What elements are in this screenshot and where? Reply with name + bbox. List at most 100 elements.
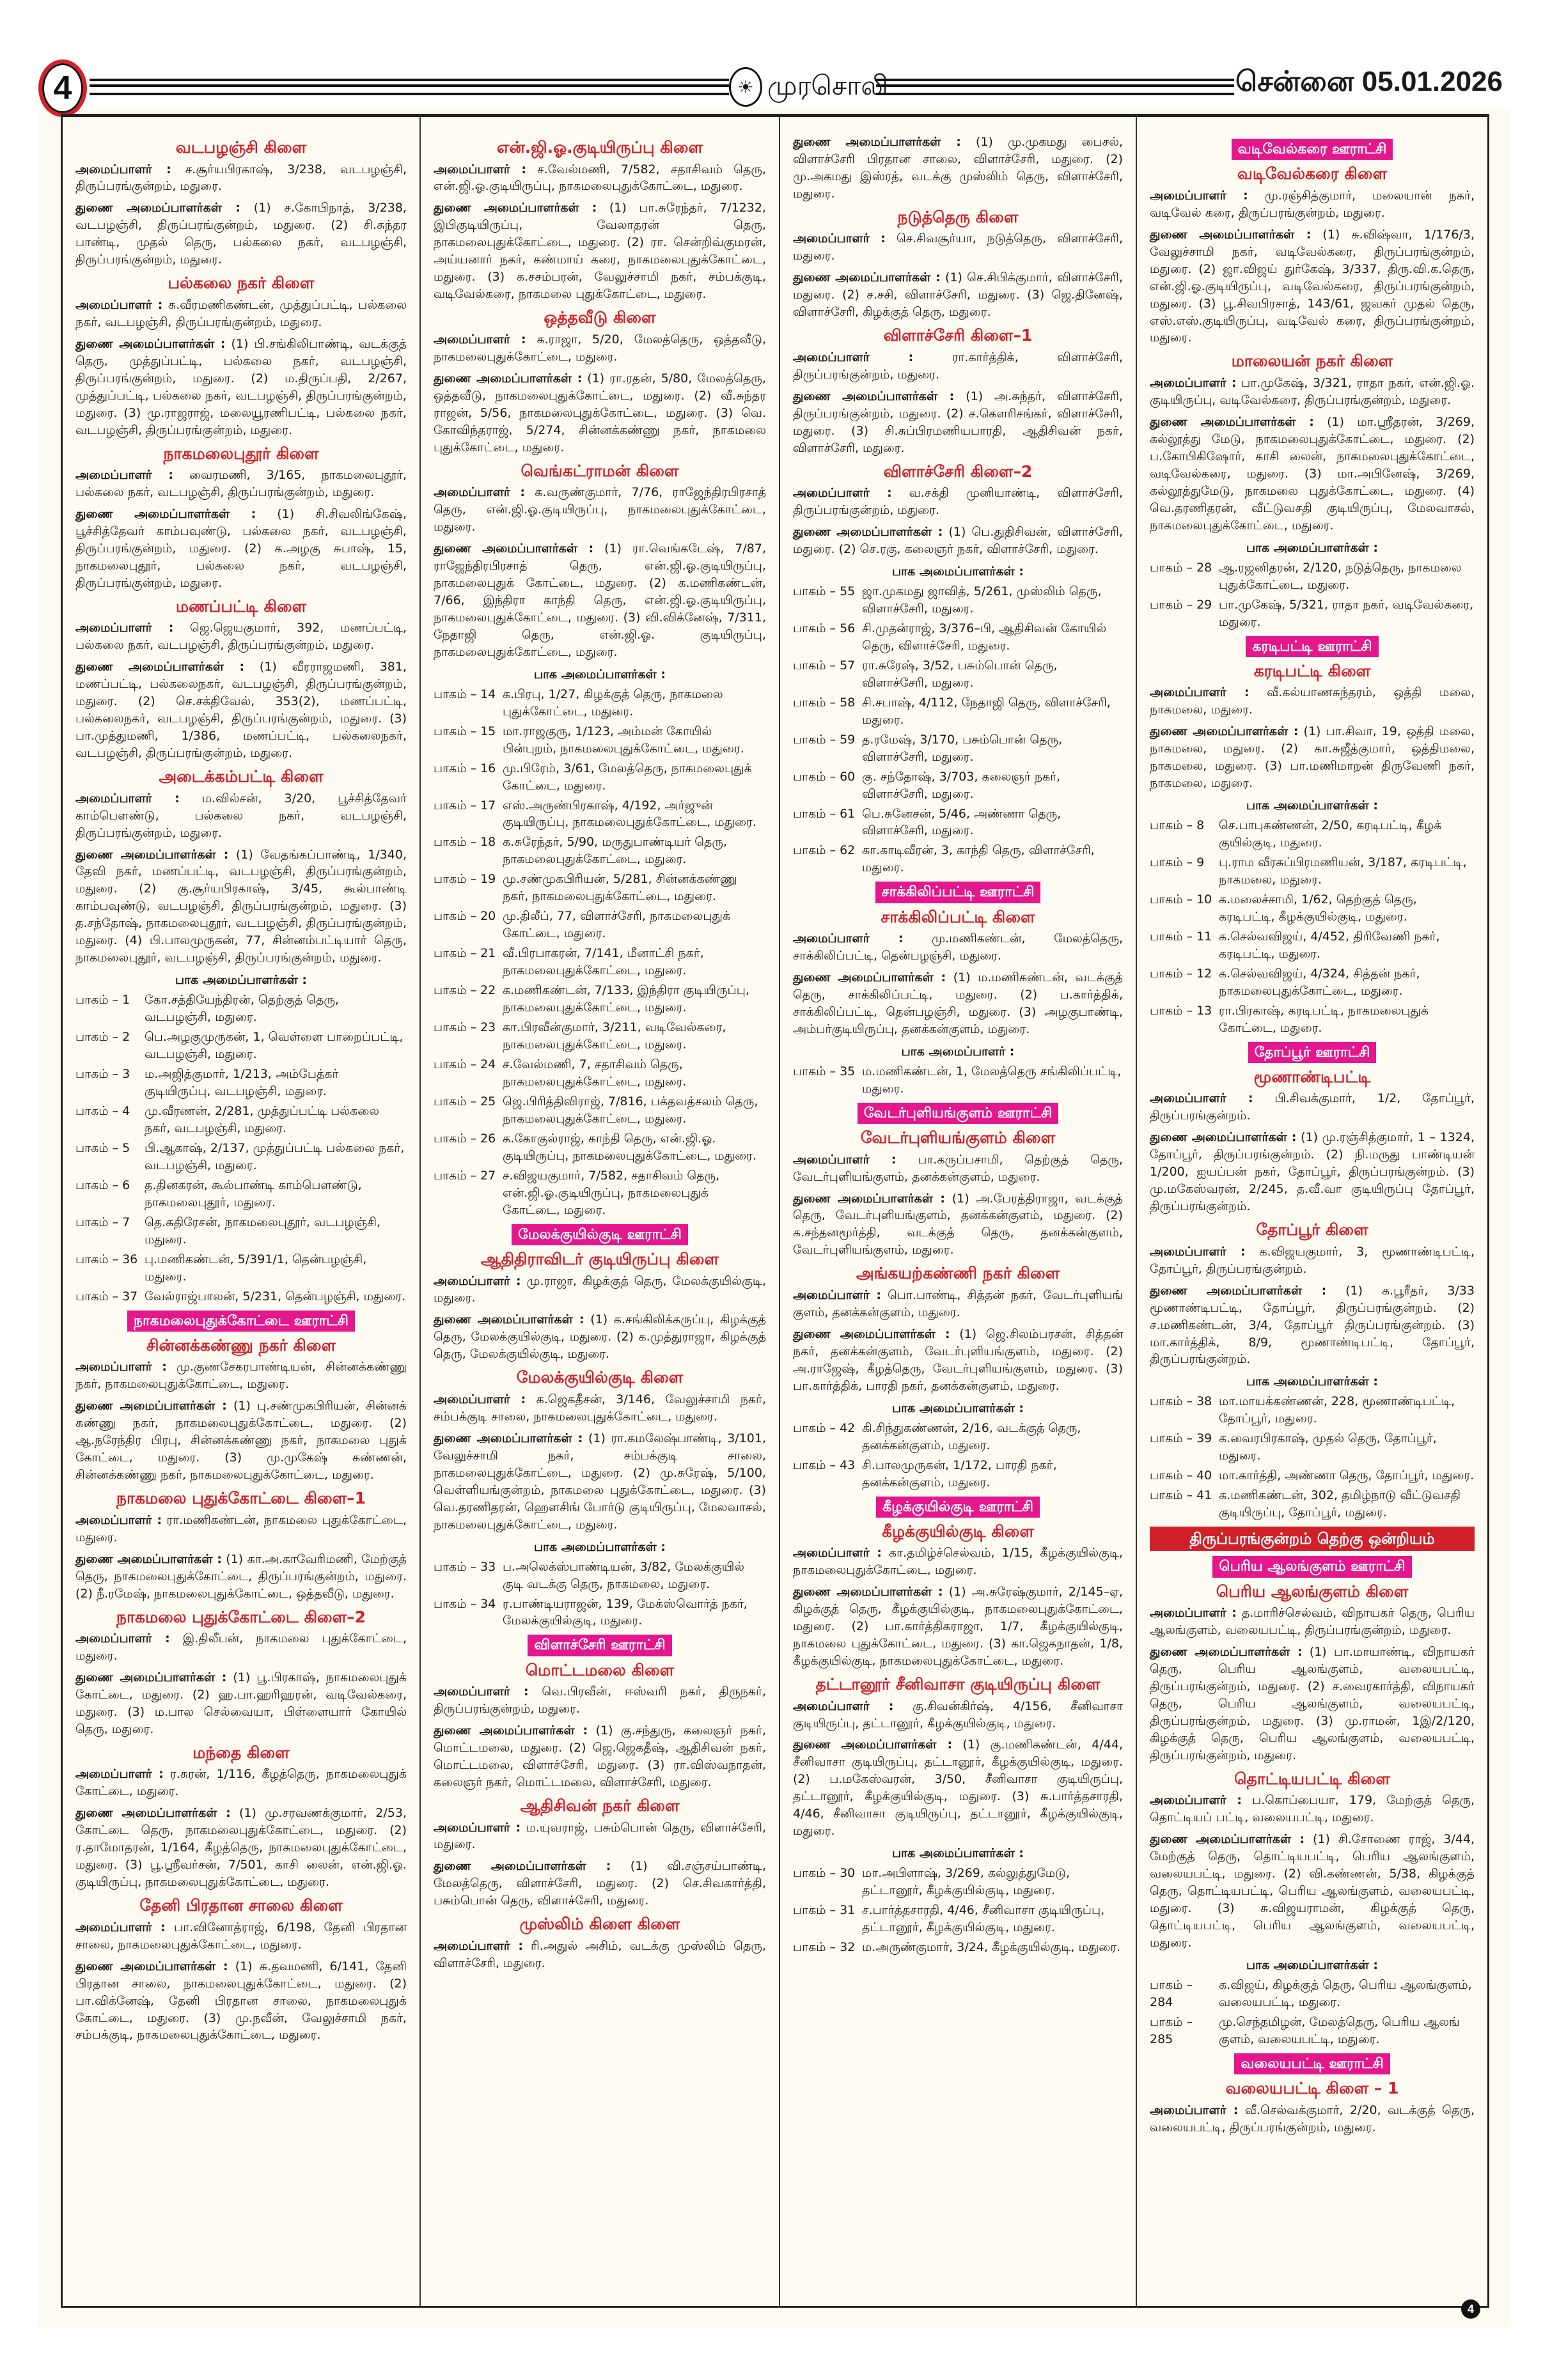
booth-organiser-details: ஆ.ரஜனிதரன், 2/120, நடுத்தெரு, நாகமலை புத… — [1219, 560, 1462, 592]
organiser-entry: அமைப்பாளர் : பி.சிவக்குமார், 1/2, தோப்பூ… — [1150, 1090, 1475, 1124]
panchayat-banner-label: வலையபட்டி ஊராட்சி — [1234, 2053, 1390, 2075]
booth-organiser-details: ச.வேல்மணி, 7, சதாசிவம் தெரு, நாகமலைபுதுக… — [503, 1057, 687, 1089]
branch-heading: வலையபட்டி கிளை – 1 — [1225, 2079, 1399, 2098]
panchayat-banner: கரடிபட்டி ஊராட்சி — [1150, 635, 1475, 657]
content-frame: வடபழஞ்சி கிளை அமைப்பாளர் : ச.சூர்யபிரகாஷ்… — [61, 114, 1489, 2308]
organiser-role-label: துணை அமைப்பாளர்கள் : — [434, 541, 594, 556]
panchayat-banner-label: மேலக்குயில்குடி ஊராட்சி — [512, 1224, 688, 1246]
organiser-details: த.மாரிச்செல்வம், விநாயகர் தெரு, பெரிய ஆல… — [1150, 1606, 1475, 1637]
organiser-role-label: துணை அமைப்பாளர்கள் : — [75, 660, 245, 674]
panchayat-banner-label: கீழக்குயில்குடி ஊராட்சி — [876, 1496, 1040, 1518]
organiser-details: (1) பா.மாயாண்டி, விநாயகர் தெரு, பெரிய ஆல… — [1150, 1644, 1475, 1762]
masthead-rule-left — [90, 79, 729, 95]
organiser-entry: அமைப்பாளர் : ர.சுரன், 1/116, கீழத்தெரு, … — [75, 1766, 407, 1800]
organiser-details: (1) அ.சுந்தர், விளாச்சேரி, திருப்பரங்குன… — [793, 389, 1124, 455]
booth-organisers-title: பாக அமைப்பாளர்கள் : — [1246, 540, 1378, 555]
booth-organiser-details: க.சுரேந்தர், 5/90, மருதுபாண்டியர் தெரு, … — [503, 835, 728, 867]
booth-organiser-row: பாகம் – 22 க.மணிகண்டன், 7/133, இந்திரா கு… — [434, 982, 766, 1016]
booth-organiser-row: பாகம் – 9 பு.ராம வீரசுப்பிரமணியன், 3/187,… — [1150, 854, 1475, 889]
booth-organiser-details: பி.ஆகாஷ், 2/137, முத்துப்பட்டி பல்கலை நக… — [145, 1141, 405, 1172]
booth-organiser-details: கா.பிரவீன்குமார், 3/211, வடிவேல்கரை, நாக… — [503, 1020, 726, 1052]
organiser-entry: துணை அமைப்பாளர்கள் : (1) மு.முகமது பைசல்… — [793, 134, 1123, 203]
organiser-role-label: துணை அமைப்பாளர்கள் : — [75, 1806, 231, 1821]
organiser-entry: துணை அமைப்பாளர்கள் : (1) செ.சிபிக்குமார்… — [793, 269, 1123, 321]
organiser-entry: துணை அமைப்பாளர்கள் : (1) பா.சுரேந்தர், 7… — [434, 199, 766, 303]
organiser-details: பி.சிவக்குமார், 1/2, தோப்பூர், திருப்பரங… — [1150, 1091, 1475, 1123]
organiser-details: (1) சி.சோணை ராஜ், 3/44, மேற்குத் தெரு, த… — [1150, 1832, 1475, 1950]
panchayat-banner-label: கரடிபட்டி ஊராட்சி — [1246, 635, 1379, 657]
booth-number: பாகம் – 24 — [434, 1057, 496, 1072]
organiser-entry: அமைப்பாளர் : மு.மணிகண்டன், மேலத்தெரு, சா… — [793, 930, 1123, 965]
organiser-entry: துணை அமைப்பாளர்கள் : (1) மா.ஸ்ரீதரன், 3/… — [1150, 414, 1475, 534]
organiser-role-label: அமைப்பாளர் : — [1150, 188, 1248, 203]
branch-heading: மூணாண்டிபட்டி — [1253, 1067, 1371, 1086]
organiser-details: ச.சூர்யபிரகாஷ், 3/238, வடபழஞ்சி, திருப்ப… — [75, 162, 407, 194]
booth-organiser-details: மு.வீரணன், 2/281, முத்துப்பட்டி பல்கலை ந… — [145, 1104, 379, 1136]
organiser-role-label: துணை அமைப்பாளர்கள் : — [793, 970, 946, 985]
organiser-role-label: அமைப்பாளர் : — [793, 931, 904, 946]
organiser-details: (1) க.சங்கிலிக்கருப்பு, கிழக்குத் தெரு, … — [434, 1312, 766, 1362]
organiser-details: க.ஜெகதீசன், 3/146, வேலுச்சாமி நகர், சம்ப… — [434, 1392, 767, 1424]
booth-organiser-row: பாகம் – 39 க.வைரபிரகாஷ், முதல் தெரு, தோப்… — [1150, 1430, 1475, 1465]
organiser-role-label: அமைப்பாளர் : — [1150, 1606, 1237, 1621]
booth-number: பாகம் – 61 — [793, 806, 856, 821]
footer-page-number: 4 — [1461, 2299, 1480, 2319]
booth-organiser-details: கோ.சத்தியேந்திரன், தெற்குத் தெரு, வடபழஞ்… — [145, 993, 340, 1025]
organiser-role-label: அமைப்பாளர் : — [75, 1631, 170, 1646]
organiser-entry: அமைப்பாளர் : சு.வீரமணிகண்டன், முத்துப்பட… — [75, 297, 407, 331]
organiser-entry: அமைப்பாளர் : வீ.கல்யாணசுந்தரம், ஒத்தி மல… — [1150, 684, 1475, 719]
booth-organisers-title: பாக அமைப்பாளர்கள் : — [533, 667, 666, 681]
organiser-details: (1) பெ.துதிசிவன், விளாச்சேரி, மதுரை. (2)… — [793, 524, 1124, 556]
organiser-entry: அமைப்பாளர் : வைரமணி, 3/165, நாகமலைபுதூர்… — [75, 467, 407, 501]
booth-organiser-details: தெ.சுதிரேசன், நாகமலைபுதூர், வடபழஞ்சி, மத… — [145, 1215, 381, 1247]
organiser-entry: அமைப்பாளர் : பா.வினோத்ராஜ், 6/198, தேனி … — [75, 1919, 407, 1954]
organiser-role-label: துணை அமைப்பாளர்கள் : — [793, 1326, 950, 1341]
organiser-entry: துணை அமைப்பாளர்கள் : (1) பா.மாயாண்டி, வி… — [1150, 1644, 1475, 1764]
booth-organiser-details: க.மலைச்சாமி, 1/62, தெற்குத் தெரு, கரடிபட… — [1219, 892, 1417, 924]
organiser-entry: துணை அமைப்பாளர்கள் : (1) கு.சந்துரு, கலை… — [434, 1722, 766, 1791]
booth-number: பாகம் – 28 — [1150, 560, 1212, 575]
organiser-entry: துணை அமைப்பாளர்கள் : (1) அ.சுந்தர், விளா… — [793, 388, 1123, 457]
booth-organiser-details: க.விஜய், கிழக்குத் தெரு, பெரிய ஆலங்குளம்… — [1219, 1977, 1472, 2009]
organiser-role-label: துணை அமைப்பாளர்கள் : — [434, 1723, 588, 1738]
booth-organiser-row: பாகம் – 285 மு.செந்தமிழன், மேலத்தெரு, பெர… — [1150, 2014, 1475, 2048]
organiser-entry: துணை அமைப்பாளர்கள் : (1) வி.சஞ்சய்பாண்டி… — [434, 1858, 766, 1909]
organiser-entry: அமைப்பாளர் : வ.சக்தி முனியாண்டி, விளாச்ச… — [793, 485, 1123, 519]
branch-heading: முஸ்லிம் கிளை கிளை — [519, 1915, 680, 1934]
booth-organiser-details: சி.பாலமுருகன், 1/172, பாரதி நகர், தனக்கன… — [862, 1458, 1057, 1489]
organiser-entry: துணை அமைப்பாளர்கள் : (1) சு.தவமணி, 6/141… — [75, 1958, 407, 2044]
organiser-details: மு.குணசேகரபாண்டியன், சின்னக்கண்ணு நகர், … — [75, 1360, 407, 1392]
organiser-details: வீ.கல்யாணசுந்தரம், ஒத்தி மலை, நாகமலை, மத… — [1150, 685, 1475, 717]
booth-organiser-details: ர.பாண்டியராஜன், 139, மேக்ஸ்வொர்த் நகர், … — [503, 1596, 748, 1628]
organiser-entry: அமைப்பாளர் : க.விஜயகுமார், 3, மூணாண்டிபட… — [1150, 1243, 1475, 1278]
booth-number: பாகம் – 58 — [793, 695, 856, 710]
organiser-entry: துணை அமைப்பாளர்கள் : (1) ரா.வெங்கடேஷ், 7… — [434, 540, 766, 661]
organiser-role-label: துணை அமைப்பாளர்கள் : — [75, 1552, 222, 1566]
organiser-details: பா.கருப்பசாமி, தெற்குத் தெரு, வேடர்புளிய… — [793, 1152, 1124, 1184]
branch-heading: மணப்பட்டி கிளை — [175, 596, 307, 616]
booth-organiser-details: ச.விஜயகுமார், 7/582, சதாசிவம் தெரு, என்.… — [503, 1168, 720, 1217]
booth-organisers-title: பாக அமைப்பாளர்கள் : — [1246, 1957, 1378, 1972]
paper-name: முரசொலி — [767, 69, 888, 101]
booth-number: பாகம் – 8 — [1150, 818, 1205, 833]
organiser-details: (1) பா.சிவா, 19, ஒத்தி மலை, நாகமலை, மதுர… — [1150, 724, 1475, 791]
booth-organiser-details: கி.சிந்துகண்ணன், 2/16, வடக்குத் தெரு, தன… — [862, 1420, 1081, 1452]
organiser-details: கா.தமிழ்ச்செல்வம், 1/15, கீழக்குயில்குடி… — [793, 1546, 1124, 1578]
organiser-entry: துணை அமைப்பாளர்கள் : (1) மு.ரஞ்சித்குமார… — [1150, 1129, 1475, 1215]
panchayat-banner-label: தோப்பூர் ஊராட்சி — [1248, 1041, 1377, 1063]
organiser-role-label: அமைப்பாளர் : — [75, 1360, 167, 1374]
booth-organiser-details: சி.முதன்ராஜ், 3/376–பி, ஆதிசிவன் கோயில் … — [862, 621, 1107, 653]
organiser-role-label: அமைப்பாளர் : — [1150, 1244, 1246, 1259]
organiser-role-label: அமைப்பாளர் : — [434, 1273, 521, 1288]
booth-organiser-row: பாகம் – 42 கி.சிந்துகண்ணன், 2/16, வடக்குத… — [793, 1420, 1123, 1454]
branch-heading: தொட்டியபட்டி கிளை — [1234, 1769, 1390, 1788]
organiser-details: க.ராஜா, 5/20, மேலத்தெரு, ஒத்தவீடு, நாகமல… — [434, 332, 766, 364]
branch-heading: நாகமலை புதுக்கோட்டை கிளை–2 — [116, 1607, 366, 1626]
organiser-details: க.வருண்குமார், 7/76, ராஜேந்திரபிரசாத் தெ… — [434, 485, 766, 534]
booth-number: பாகம் – 38 — [1150, 1394, 1212, 1409]
booth-organiser-details: பு.மணிகண்டன், 5/391/1, தென்பழஞ்சி, மதுரை… — [145, 1252, 367, 1284]
branch-heading: வேடர்புளியங்குளம் கிளை — [860, 1128, 1056, 1147]
booth-organiser-row: பாகம் – 33 ப.அலெக்ஸ்பாண்டியன், 3/82, மேலக… — [434, 1559, 766, 1593]
organiser-details: (1) பு.சண்முகபிரியன், சின்னக் கண்ணு நகர்… — [75, 1399, 407, 1482]
booth-organiser-row: பாகம் – 60 கு. சந்தோஷ், 3/703, கலைஞர் நகர… — [793, 768, 1123, 803]
